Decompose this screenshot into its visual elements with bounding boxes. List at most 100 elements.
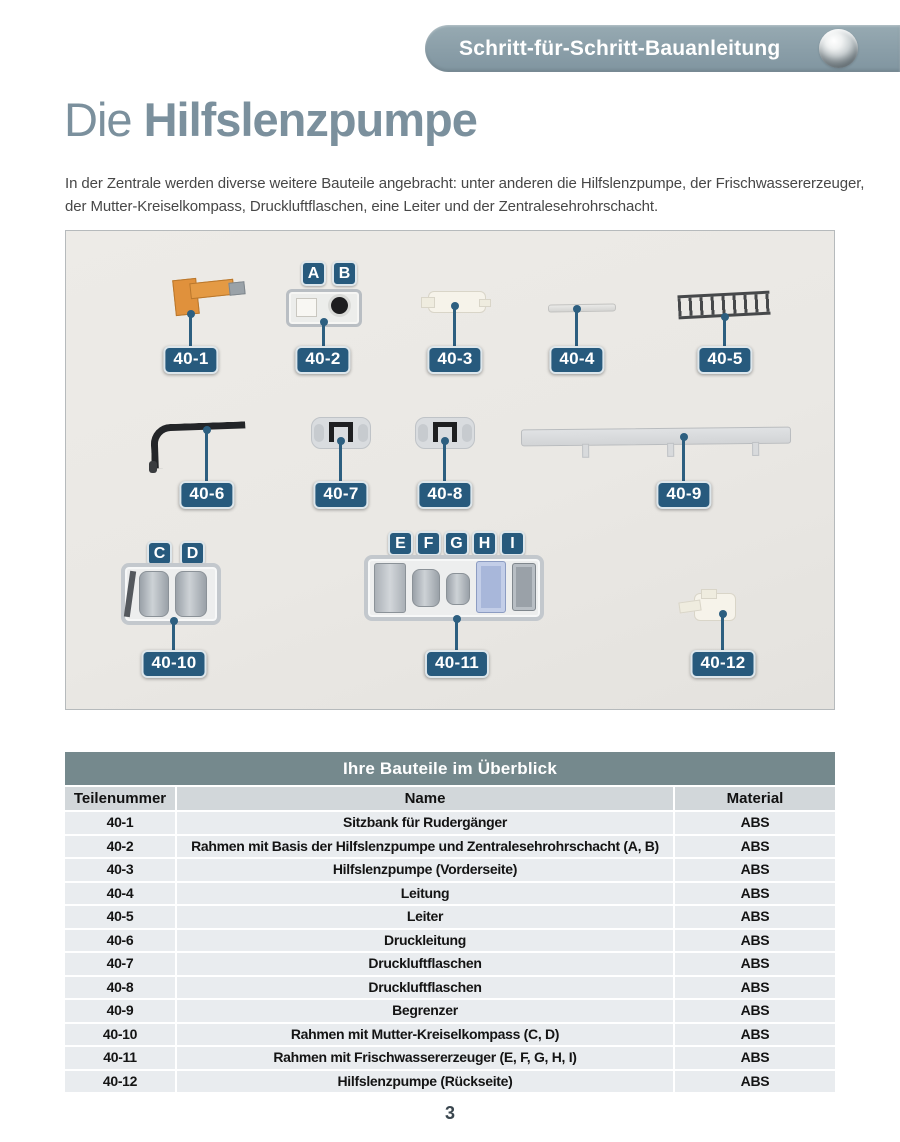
letter-badge-c: C	[147, 541, 172, 566]
letter-badge-a: A	[301, 261, 326, 286]
callout-line	[322, 321, 325, 348]
part-label-40-9: 40-9	[656, 481, 712, 509]
letter-badge-f: F	[416, 531, 441, 556]
letter-badge-h: H	[472, 531, 497, 556]
part-label-40-6: 40-6	[179, 481, 235, 509]
cell-material: ABS	[675, 1023, 835, 1045]
column-header-name: Name	[177, 787, 673, 810]
page-title-main: Hilfslenzpumpe	[143, 93, 478, 146]
cell-material: ABS	[675, 835, 835, 857]
cell-number: 40-5	[65, 906, 175, 928]
banner-label-light: Schritt-für-Schritt-	[459, 36, 645, 60]
cell-name: Hilfslenzpumpe (Vorderseite)	[177, 859, 673, 881]
letter-badge-b: B	[332, 261, 357, 286]
callout-dot	[721, 313, 729, 321]
table-row: 40-11 Rahmen mit Frischwassererzeuger (E…	[65, 1047, 835, 1069]
callout-line	[453, 306, 456, 348]
callout-dot	[451, 302, 459, 310]
cell-material: ABS	[675, 953, 835, 975]
step-by-step-banner: Schritt-für-Schritt-Bauanleitung	[425, 25, 900, 72]
cell-number: 40-3	[65, 859, 175, 881]
cell-name: Rahmen mit Mutter-Kreiselkompass (C, D)	[177, 1023, 673, 1045]
cell-number: 40-4	[65, 882, 175, 904]
part-40-6-photo	[150, 421, 247, 469]
cell-number: 40-1	[65, 812, 175, 834]
part-label-40-1: 40-1	[163, 346, 219, 374]
table-row: 40-9 Begrenzer ABS	[65, 1000, 835, 1022]
banner-label: Schritt-für-Schritt-Bauanleitung	[459, 37, 780, 61]
table-row: 40-6 Druckleitung ABS	[65, 929, 835, 951]
callout-dot	[203, 426, 211, 434]
callout-dot	[187, 310, 195, 318]
callout-line	[443, 441, 446, 481]
cell-name: Druckleitung	[177, 929, 673, 951]
part-40-4-photo	[547, 303, 617, 313]
cell-number: 40-10	[65, 1023, 175, 1045]
callout-dot	[337, 437, 345, 445]
metal-ball-icon	[819, 29, 858, 68]
part-40-8-photo	[415, 417, 475, 449]
column-header-teilenummer: Teilenummer	[65, 787, 175, 810]
callout-dot	[320, 318, 328, 326]
column-header-material: Material	[675, 787, 835, 810]
table-row: 40-1 Sitzbank für Rudergänger ABS	[65, 812, 835, 834]
cell-material: ABS	[675, 812, 835, 834]
part-label-40-2: 40-2	[295, 346, 351, 374]
letter-badge-i: I	[500, 531, 525, 556]
part-40-10-photo	[121, 563, 221, 625]
cell-name: Druckluftflaschen	[177, 953, 673, 975]
cell-name: Begrenzer	[177, 1000, 673, 1022]
cell-name: Rahmen mit Frischwassererzeuger (E, F, G…	[177, 1047, 673, 1069]
callout-dot	[170, 617, 178, 625]
callout-line	[339, 441, 342, 481]
part-label-40-4: 40-4	[549, 346, 605, 374]
callout-dot	[441, 437, 449, 445]
part-40-7-photo	[311, 417, 371, 449]
cell-material: ABS	[675, 906, 835, 928]
cell-number: 40-2	[65, 835, 175, 857]
cell-material: ABS	[675, 882, 835, 904]
parts-table-header-row: Teilenummer Name Material	[65, 787, 835, 810]
part-40-1-photo	[172, 271, 249, 321]
callout-line	[189, 313, 192, 348]
cell-material: ABS	[675, 1047, 835, 1069]
part-label-40-11: 40-11	[424, 650, 490, 678]
part-40-9-photo	[520, 426, 792, 458]
letter-badge-e: E	[388, 531, 413, 556]
part-label-40-8: 40-8	[417, 481, 473, 509]
cell-number: 40-7	[65, 953, 175, 975]
table-row: 40-5 Leiter ABS	[65, 906, 835, 928]
table-row: 40-4 Leitung ABS	[65, 882, 835, 904]
table-row: 40-10 Rahmen mit Mutter-Kreiselkompass (…	[65, 1023, 835, 1045]
part-label-40-10: 40-10	[141, 650, 207, 678]
callout-line	[205, 430, 208, 481]
cell-material: ABS	[675, 1070, 835, 1092]
letter-badge-g: G	[444, 531, 469, 556]
cell-number: 40-8	[65, 976, 175, 998]
callout-dot	[719, 610, 727, 618]
cell-material: ABS	[675, 1000, 835, 1022]
page-title: Die Hilfslenzpumpe	[64, 92, 478, 147]
part-label-40-12: 40-12	[690, 650, 756, 678]
cell-name: Hilfslenzpumpe (Rückseite)	[177, 1070, 673, 1092]
callout-line	[723, 316, 726, 348]
part-label-40-3: 40-3	[427, 346, 483, 374]
cell-name: Leiter	[177, 906, 673, 928]
page-title-prefix: Die	[64, 93, 144, 146]
part-40-11-photo	[364, 555, 544, 621]
callout-line	[455, 619, 458, 650]
table-row: 40-7 Druckluftflaschen ABS	[65, 953, 835, 975]
cell-name: Druckluftflaschen	[177, 976, 673, 998]
part-40-12-photo	[678, 589, 736, 621]
callout-line	[682, 437, 685, 481]
cell-material: ABS	[675, 929, 835, 951]
cell-material: ABS	[675, 859, 835, 881]
cell-name: Sitzbank für Rudergänger	[177, 812, 673, 834]
cell-material: ABS	[675, 976, 835, 998]
table-row: 40-8 Druckluftflaschen ABS	[65, 976, 835, 998]
banner-label-bold: Bauanleitung	[645, 36, 781, 60]
cell-number: 40-11	[65, 1047, 175, 1069]
parts-photo: 40-1 A B 40-2 40-3 40-4 40-5 40-6 40-7	[65, 230, 835, 710]
parts-table-title: Ihre Bauteile im Überblick	[65, 752, 835, 785]
intro-paragraph: In der Zentrale werden diverse weitere B…	[65, 175, 865, 216]
